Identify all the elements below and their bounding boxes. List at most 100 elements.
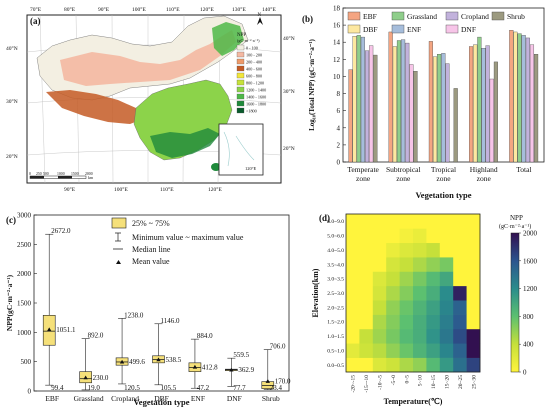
panel-a-map: 120°E (a) 70°E 80°E 90°E 100°E 110°E 120°E 130…	[6, 6, 295, 193]
chart-d-cell	[466, 228, 481, 244]
map-top-lon-label: 100°E	[132, 6, 146, 13]
map-legend-title: NPP	[237, 33, 246, 38]
north-arrow-icon: N	[257, 13, 263, 25]
chart-b-bar	[477, 36, 482, 163]
map-left-lat-label: 30°N	[6, 98, 18, 105]
chart-c-xtick-label: EBF	[45, 394, 59, 403]
chart-d-cell	[346, 314, 360, 330]
chart-b-xtick-label: Total	[516, 165, 531, 174]
map-legend-swatch	[236, 93, 245, 100]
chart-d-cell	[386, 271, 400, 287]
chart-d-ytick-label: 1.5~2.0	[327, 320, 344, 326]
chart-d-cell	[372, 314, 387, 330]
chart-b-bar	[481, 48, 486, 163]
chart-b-bar	[364, 50, 370, 163]
chart-b-bar	[392, 46, 397, 163]
map-inset-lon: 120°E	[245, 166, 257, 171]
chart-b-ytick-label: 12	[333, 56, 341, 64]
chart-d-cell	[399, 271, 414, 287]
chart-b-legend-swatch	[445, 24, 459, 34]
chart-d-cell	[439, 228, 454, 244]
chart-b-ytick-label: 4	[337, 124, 341, 132]
chart-d-ytick-label: 5.0~6.0	[327, 234, 344, 240]
chart-b-legend-swatch	[347, 24, 361, 34]
chart-b-xtick-label: Highland	[470, 165, 498, 174]
chart-d-cell	[466, 314, 481, 330]
chart-b-xtick-label: zone	[356, 174, 371, 183]
chart-d-colorbar-label: 800	[523, 313, 534, 321]
svg-text:N: N	[258, 13, 262, 18]
chart-d-cell	[359, 285, 374, 301]
chart-d-ytick-label: 0.0~0.5	[327, 363, 344, 369]
chart-b-bar	[529, 44, 535, 163]
chart-b-bar	[453, 88, 458, 163]
chart-d-cell	[386, 257, 400, 272]
chart-c-xlabel: Vegetation type	[133, 397, 189, 407]
chart-d-cell	[453, 300, 467, 315]
chart-d-cell	[386, 300, 400, 315]
chart-d-cell	[426, 300, 441, 315]
chart-b-bar	[485, 45, 490, 163]
chart-d-ytick-label: 3.0~3.5	[327, 277, 344, 283]
chart-b-xtick-label: zone	[396, 174, 411, 183]
chart-b-bar	[517, 33, 522, 163]
chart-c-max-label: 892.0	[88, 332, 104, 340]
map-legend-swatch	[236, 65, 245, 72]
chart-c-legend-mean-icon	[116, 260, 121, 264]
chart-d-cell	[372, 242, 387, 258]
chart-d-cell	[372, 343, 387, 358]
chart-d-cell	[413, 214, 427, 229]
chart-d-ytick-label: 2.5~3.0	[327, 291, 344, 297]
chart-b-bar	[469, 46, 474, 163]
chart-b-xtick-label: Temperate	[347, 165, 379, 174]
map-top-lon-labels: 70°E 80°E 90°E 100°E 110°E 120°E 130°E 140°E	[30, 6, 276, 13]
chart-d-cell	[386, 328, 400, 344]
chart-d-cell	[466, 300, 481, 315]
chart-c-mean-label: 362.9	[238, 366, 254, 374]
chart-c-min-label: 99.4	[51, 384, 64, 392]
chart-b-ytick-label: 8	[337, 90, 341, 98]
map-bottom-lon-label: 90°E	[64, 186, 76, 193]
chart-d-cell	[386, 285, 400, 301]
chart-d-cell	[359, 314, 374, 330]
map-left-lat-label: 40°N	[6, 45, 18, 52]
map-legend-swatch	[236, 44, 245, 51]
chart-d-colorbar-label: 2000	[523, 230, 538, 238]
chart-d-cell	[426, 242, 441, 258]
map-scale-label: 2000	[85, 172, 93, 176]
chart-b-bar	[493, 61, 498, 163]
chart-c-mean-marker	[265, 379, 270, 383]
chart-d-cell	[346, 343, 360, 358]
chart-b-bar	[513, 31, 518, 163]
chart-d-colorbar-label: 1600	[523, 257, 538, 265]
panel-c-label: (c)	[6, 215, 16, 225]
map-scale-label: 500	[43, 172, 49, 176]
chart-b-bar	[413, 71, 418, 163]
chart-d-cell	[453, 257, 467, 272]
map-scale-unit: km	[88, 175, 94, 180]
chart-d-xtick-label: -5~0	[391, 375, 397, 386]
chart-c-xtick-label: Grassland	[74, 394, 104, 403]
map-legend-swatch	[236, 107, 245, 114]
chart-c-xtick-label: Cropland	[111, 394, 139, 403]
chart-d-cell	[413, 228, 427, 244]
chart-c-max-label: 884.0	[197, 332, 213, 340]
chart-d-cell	[426, 257, 441, 272]
chart-d-cell	[413, 285, 427, 301]
map-legend-unit: (gC·m⁻²·a⁻¹)	[237, 38, 260, 43]
map-top-lon-label: 140°E	[262, 6, 276, 13]
chart-d-cell	[439, 314, 454, 330]
map-top-lon-label: 90°E	[98, 6, 110, 13]
chart-d-cell	[372, 357, 387, 373]
chart-c-mean-label: 170.0	[275, 378, 291, 386]
chart-c-mean-marker	[192, 364, 198, 369]
chart-d-cell	[386, 228, 400, 244]
chart-d-xtick-label: -20~-15	[351, 375, 357, 393]
chart-b-bar	[534, 54, 539, 163]
map-legend-label: 800 - 1200	[246, 80, 264, 85]
chart-c-mean-label: 230.0	[93, 374, 109, 382]
panel-a-label: (a)	[30, 16, 41, 26]
chart-b-bar	[388, 31, 393, 163]
panel-d-heatmap: (d) 0.0~0.5 0.5~1.0 1.0~1.5 1.5~2.0 2.0~2.5 2…	[311, 213, 538, 406]
